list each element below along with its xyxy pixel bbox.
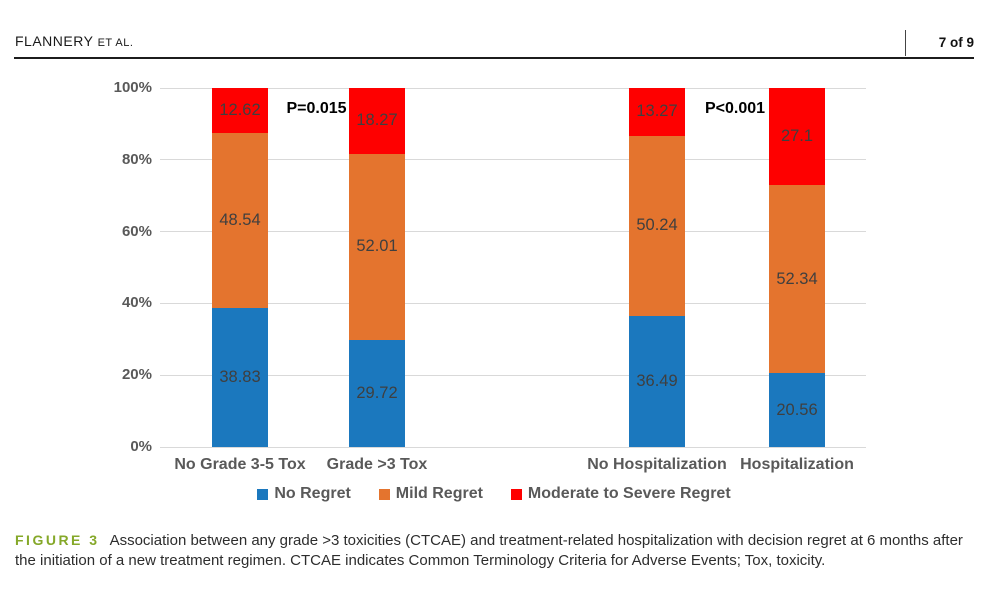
legend-item-moderate-severe-regret: Moderate to Severe Regret [510,485,731,503]
y-axis-tick-label: 0% [130,438,152,455]
y-axis-tick-label: 40% [121,294,152,312]
legend-label-no-regret: No Regret [274,485,351,502]
y-axis-tick-label: 20% [121,366,152,384]
bar-value-label: 18.27 [356,111,398,130]
y-axis-tick-label: 80% [121,150,152,168]
legend-swatch-no-regret [257,488,269,500]
page-number: 7 of 9 [938,35,974,50]
p-value-annotation: P<0.001 [704,100,766,117]
legend-item-mild-regret: Mild Regret [378,485,483,503]
figure-caption-text: Association between any grade >3 toxicit… [15,532,963,569]
figure-label: FIGURE 3 [15,532,100,548]
legend-swatch-moderate-severe-regret [510,488,522,500]
x-axis-category-label: Grade >3 Tox [326,456,428,473]
gridline [160,446,866,448]
running-head: FLANNERY ET AL. [15,33,133,49]
bar-segment: 12.62 [212,88,268,134]
bar-value-label: 12.62 [219,101,261,120]
gridline [160,302,866,304]
p-value-annotation: P=0.015 [286,100,347,117]
bar-value-label: 36.49 [636,371,678,390]
running-head-etal: ET AL. [97,37,134,49]
y-axis-tick-label: 100% [113,79,152,96]
header-divider [905,30,906,56]
legend-swatch-mild-regret [378,488,390,500]
bar-value-label: 13.27 [636,102,678,121]
bar-value-label: 52.01 [356,237,398,256]
gridline [160,374,866,376]
bar-segment: 50.24 [629,135,685,316]
gridline [160,87,866,89]
bar-value-label: 50.24 [636,216,678,235]
bar-value-label: 38.83 [219,367,261,386]
figure-caption: FIGURE 3 Association between any grade >3… [15,530,973,571]
bar-value-label: 20.56 [776,400,818,419]
running-head-author: FLANNERY [15,33,94,49]
bar-value-label: 27.1 [780,127,814,146]
gridline [160,231,866,233]
legend-item-no-regret: No Regret [257,485,351,503]
bar-segment: 52.01 [349,153,405,341]
bar-segment: 29.72 [349,340,405,447]
bar-segment: 18.27 [349,88,405,154]
chart-legend: No Regret Mild Regret Moderate to Severe… [0,485,988,503]
bar-segment: 13.27 [629,88,685,136]
bar-segment: 27.1 [769,88,825,186]
bar-segment: 38.83 [212,307,268,447]
bar-segment: 36.49 [629,316,685,447]
bar-value-label: 48.54 [219,210,261,229]
bar-segment: 52.34 [769,185,825,374]
x-axis-category-label: Hospitalization [740,456,854,473]
x-axis-category-label: No Hospitalization [587,456,727,473]
header-rule [14,57,974,59]
x-axis-category-label: No Grade 3-5 Tox [174,456,306,473]
y-axis-tick-label: 60% [121,222,152,240]
legend-label-mild-regret: Mild Regret [395,485,483,502]
bar-segment: 48.54 [212,133,268,308]
bar-value-label: 29.72 [356,384,398,403]
legend-label-moderate-severe-regret: Moderate to Severe Regret [527,485,731,502]
gridline [160,159,866,161]
bar-segment: 20.56 [769,373,825,447]
bar-value-label: 52.34 [776,269,818,288]
